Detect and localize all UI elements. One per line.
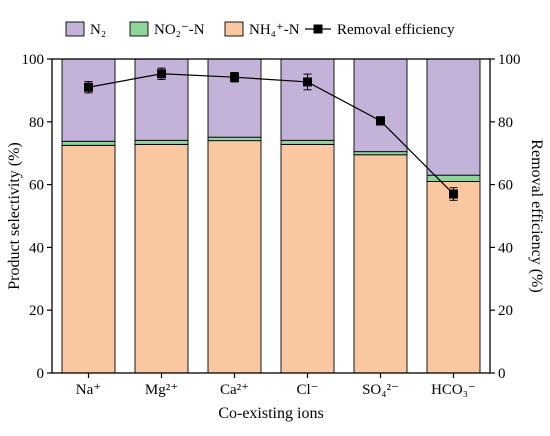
bar-segment-2-5 [353, 151, 408, 156]
bar-segment-1-2 [134, 143, 189, 374]
legend-swatch-3 [224, 21, 244, 37]
bar-segment-1-1 [61, 144, 116, 374]
bar-segment-2-3 [207, 136, 262, 142]
legend-marker [313, 24, 323, 34]
efficiency-point-2 [157, 69, 166, 79]
efficiency-line [88, 73, 454, 195]
x-tick-label: Mg²⁺ [145, 382, 178, 398]
bar-segment-1-3 [207, 140, 262, 374]
bar-segment-1-4 [280, 143, 335, 374]
y2-tick-label: 20 [498, 303, 513, 319]
y2-tick-label: 100 [498, 52, 521, 68]
y2-tick-label: 0 [498, 366, 506, 382]
efficiency-point-1 [84, 82, 93, 92]
efficiency-point-4 [303, 77, 312, 87]
legend-label-4: Removal efficiency [337, 22, 455, 38]
y-tick-label: 0 [37, 366, 45, 382]
x-axis-title: Co-existing ions [218, 405, 323, 422]
y2-axis-title: Removal efficiency (%) [528, 139, 545, 292]
bar-segment-2-2 [134, 139, 189, 145]
y2-tick-label: 80 [498, 115, 513, 131]
x-tick-label: HCO₃⁻ [431, 382, 476, 398]
y-tick-label: 60 [29, 178, 44, 194]
y2-tick-label: 40 [498, 240, 513, 256]
legend: N₂ NO₂⁻-N NH₄⁺-N Removal efficiency [65, 21, 455, 38]
bar-segment-3-1 [61, 58, 116, 142]
efficiency-point-6 [449, 189, 458, 199]
legend-label-3: NH₄⁺-N [249, 22, 300, 38]
y-tick-label: 100 [22, 52, 45, 68]
legend-swatch-2 [129, 21, 149, 37]
x-tick-label: Cl⁻ [296, 382, 318, 398]
bar-segment-3-4 [280, 58, 335, 141]
removal-efficiency-line [84, 67, 458, 201]
x-tick-label: Ca²⁺ [220, 382, 249, 398]
bar-segment-3-6 [426, 58, 481, 176]
y-tick-label: 20 [29, 303, 44, 319]
bar-segment-2-4 [280, 139, 335, 145]
bars [61, 58, 481, 374]
bar-segment-3-5 [353, 58, 408, 153]
y-tick-label: 80 [29, 115, 44, 131]
legend-swatch-1 [65, 21, 85, 37]
efficiency-point-5 [376, 116, 385, 126]
axis-ticks: 0 0 20 20 40 40 60 60 80 80 100 100 Na⁺ Mg²⁺ Ca²⁺ Cl⁻ SO… [22, 52, 521, 398]
legend-label-1: N₂ [90, 22, 106, 38]
y-tick-label: 40 [29, 240, 44, 256]
legend-label-2: NO₂⁻-N [154, 22, 205, 38]
bar-segment-2-1 [61, 140, 116, 146]
bar-segment-3-3 [207, 58, 262, 138]
x-tick-label: SO₄²⁻ [362, 382, 399, 398]
efficiency-point-3 [230, 72, 239, 82]
y-axis-title: Product selectivity (%) [6, 142, 23, 290]
plot-frame [51, 58, 491, 374]
x-tick-label: Na⁺ [76, 382, 101, 398]
bar-segment-1-6 [426, 181, 481, 374]
y2-tick-label: 60 [498, 178, 513, 194]
bar-segment-1-5 [353, 154, 408, 374]
